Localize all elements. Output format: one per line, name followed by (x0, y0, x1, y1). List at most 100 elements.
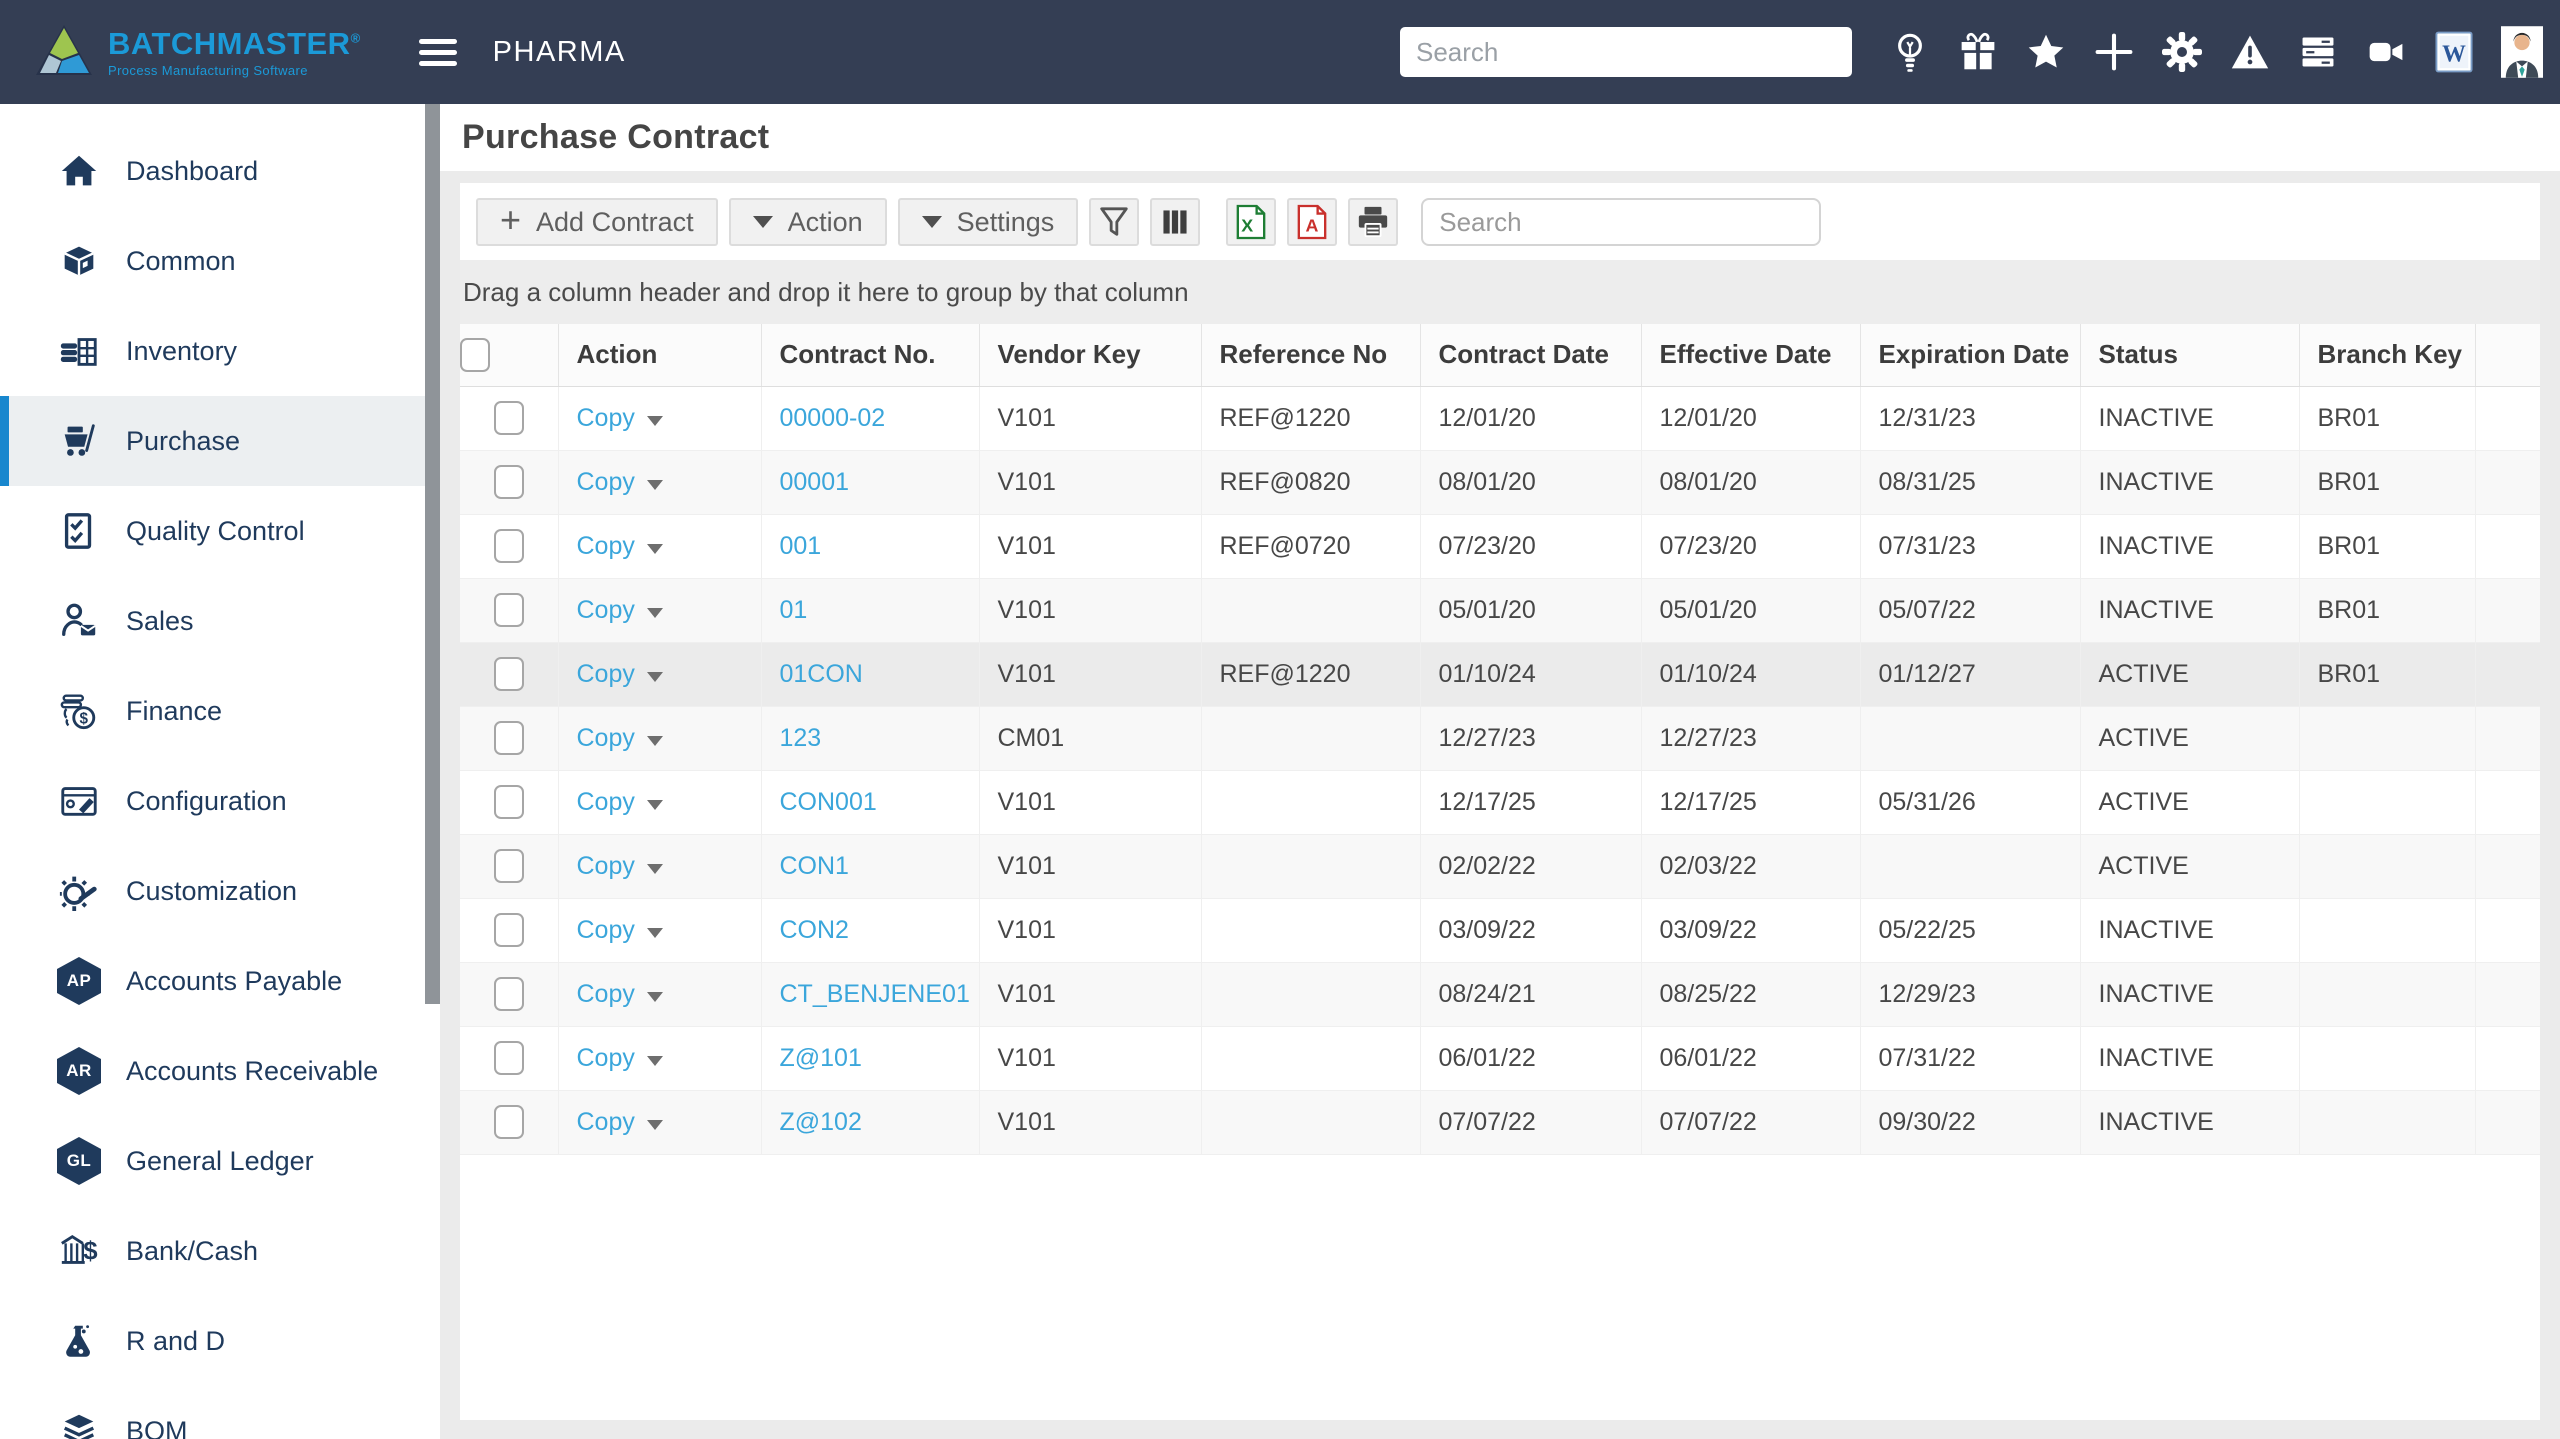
sidebar-item-general-ledger[interactable]: GLGeneral Ledger (0, 1116, 440, 1206)
sidebar-item-configuration[interactable]: Configuration (0, 756, 440, 846)
ar-badge-icon: AR (56, 1047, 102, 1095)
batchmaster-logo[interactable]: BATCHMASTER® Process Manufacturing Softw… (0, 23, 361, 82)
contract-no-link[interactable]: 00000-02 (780, 404, 886, 432)
copy-action[interactable]: Copy (577, 916, 663, 944)
sidebar-item-quality-control[interactable]: Quality Control (0, 486, 440, 576)
server-icon[interactable] (2284, 32, 2352, 72)
sidebar-item-inventory[interactable]: Inventory (0, 306, 440, 396)
user-avatar[interactable] (2488, 26, 2556, 78)
sidebar-item-bom[interactable]: BOM (0, 1386, 440, 1439)
hamburger-menu-icon[interactable] (419, 33, 457, 72)
contract-no-link[interactable]: 001 (780, 532, 822, 560)
expiration-date-cell: 07/31/22 (1860, 1026, 2080, 1090)
video-camera-icon[interactable] (2352, 32, 2420, 72)
row-checkbox[interactable] (494, 1041, 524, 1075)
group-by-drop-zone[interactable]: Drag a column header and drop it here to… (460, 260, 2540, 324)
sidebar-item-common[interactable]: Common (0, 216, 440, 306)
gift-icon[interactable] (1944, 30, 2012, 74)
copy-action[interactable]: Copy (577, 788, 663, 816)
column-header-contract-no[interactable]: Contract No. (761, 324, 979, 386)
branch-key-cell (2299, 1090, 2475, 1154)
contract-no-link[interactable]: CON2 (780, 916, 849, 944)
row-checkbox[interactable] (494, 785, 524, 819)
contract-no-link[interactable]: 01 (780, 596, 808, 624)
cart-icon (56, 420, 102, 462)
sidebar-item-accounts-receivable[interactable]: ARAccounts Receivable (0, 1026, 440, 1116)
row-checkbox[interactable] (494, 849, 524, 883)
row-checkbox[interactable] (494, 465, 524, 499)
action-dropdown-button[interactable]: Action (729, 198, 887, 246)
copy-action[interactable]: Copy (577, 468, 663, 496)
export-excel-button[interactable]: X (1226, 198, 1276, 246)
row-checkbox[interactable] (494, 657, 524, 691)
copy-action[interactable]: Copy (577, 852, 663, 880)
lightbulb-icon[interactable] (1876, 29, 1944, 75)
column-header-reference-no[interactable]: Reference No (1201, 324, 1420, 386)
row-spacer-cell (2475, 1090, 2540, 1154)
sidebar-item-sales[interactable]: Sales (0, 576, 440, 666)
contract-no-link[interactable]: 00001 (780, 468, 850, 496)
columns-icon (1159, 206, 1191, 238)
sidebar-item-bank-cash[interactable]: $Bank/Cash (0, 1206, 440, 1296)
copy-action[interactable]: Copy (577, 404, 663, 432)
contract-no-link[interactable]: CT_BENJENE01 (780, 980, 970, 1008)
row-checkbox[interactable] (494, 1105, 524, 1139)
column-header-expiration-date[interactable]: Expiration Date (1860, 324, 2080, 386)
copy-action[interactable]: Copy (577, 596, 663, 624)
sidebar-item-purchase[interactable]: Purchase (0, 396, 440, 486)
contract-no-link[interactable]: 01CON (780, 660, 863, 688)
contract-no-link[interactable]: Z@101 (780, 1044, 862, 1072)
copy-action[interactable]: Copy (577, 660, 663, 688)
sidebar-scrollbar[interactable] (425, 104, 440, 1004)
filter-button[interactable] (1089, 198, 1139, 246)
column-header-branch-key[interactable]: Branch Key (2299, 324, 2475, 386)
gear-icon[interactable] (2148, 32, 2216, 72)
row-checkbox[interactable] (494, 721, 524, 755)
finance-coins-icon: $ (56, 690, 102, 732)
row-checkbox[interactable] (494, 529, 524, 563)
copy-action[interactable]: Copy (577, 1044, 663, 1072)
sidebar-item-finance[interactable]: $Finance (0, 666, 440, 756)
row-checkbox[interactable] (494, 977, 524, 1011)
sidebar-item-customization[interactable]: Customization (0, 846, 440, 936)
top-navigation-bar: BATCHMASTER® Process Manufacturing Softw… (0, 0, 2560, 104)
row-checkbox[interactable] (494, 593, 524, 627)
contract-no-link[interactable]: CON001 (780, 788, 877, 816)
expiration-date-cell: 12/31/23 (1860, 386, 2080, 450)
print-button[interactable] (1348, 198, 1398, 246)
column-header-effective-date[interactable]: Effective Date (1641, 324, 1860, 386)
contract-no-link[interactable]: 123 (780, 724, 822, 752)
contract-no-link[interactable]: CON1 (780, 852, 849, 880)
sidebar-item-accounts-payable[interactable]: APAccounts Payable (0, 936, 440, 1026)
column-header-action[interactable]: Action (558, 324, 761, 386)
vendor-key-cell: V101 (979, 962, 1201, 1026)
star-icon[interactable] (2012, 32, 2080, 72)
copy-action[interactable]: Copy (577, 980, 663, 1008)
sidebar-item-dashboard[interactable]: Dashboard (0, 126, 440, 216)
row-checkbox[interactable] (494, 913, 524, 947)
export-pdf-button[interactable]: A (1287, 198, 1337, 246)
table-header-row: ActionContract No.Vendor KeyReference No… (460, 324, 2540, 386)
copy-action[interactable]: Copy (577, 1108, 663, 1136)
warning-icon[interactable] (2216, 32, 2284, 72)
column-header-vendor-key[interactable]: Vendor Key (979, 324, 1201, 386)
settings-dropdown-button[interactable]: Settings (898, 198, 1079, 246)
contract-no-link[interactable]: Z@102 (780, 1108, 862, 1136)
word-document-icon[interactable]: W (2420, 31, 2488, 73)
quality-check-icon (56, 510, 102, 552)
row-checkbox[interactable] (494, 401, 524, 435)
select-all-checkbox[interactable] (460, 338, 490, 372)
sidebar-item-label: Quality Control (126, 516, 305, 547)
copy-action[interactable]: Copy (577, 724, 663, 752)
global-search-input[interactable] (1400, 27, 1852, 77)
table-search-input[interactable] (1421, 198, 1821, 246)
plus-icon[interactable] (2080, 32, 2148, 72)
column-chooser-button[interactable] (1150, 198, 1200, 246)
add-contract-button[interactable]: + Add Contract (476, 198, 718, 246)
status-cell: INACTIVE (2080, 898, 2299, 962)
column-header-contract-date[interactable]: Contract Date (1420, 324, 1641, 386)
sidebar-item-r-and-d[interactable]: R and D (0, 1296, 440, 1386)
copy-action[interactable]: Copy (577, 532, 663, 560)
column-header-status[interactable]: Status (2080, 324, 2299, 386)
sidebar-item-label: Configuration (126, 786, 287, 817)
